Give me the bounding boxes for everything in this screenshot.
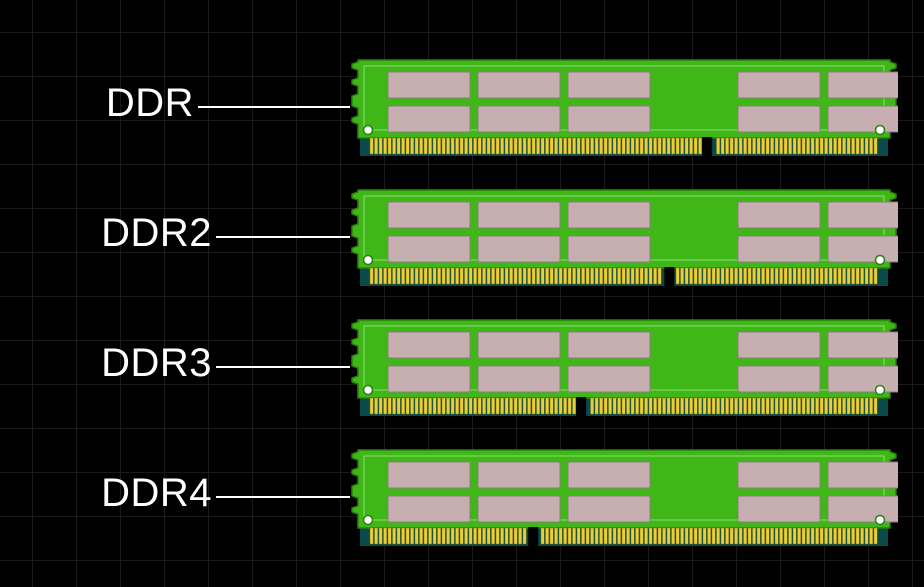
leader-line bbox=[216, 366, 350, 368]
memory-row: DDR3 bbox=[0, 318, 924, 416]
ram-module bbox=[350, 188, 898, 290]
memory-row: DDR4 bbox=[0, 448, 924, 546]
leader-line bbox=[216, 236, 350, 238]
memory-row: DDR bbox=[0, 58, 924, 156]
ram-module bbox=[350, 318, 898, 420]
memory-type-label: DDR bbox=[68, 81, 198, 126]
memory-type-label: DDR2 bbox=[68, 211, 216, 256]
ram-module bbox=[350, 58, 898, 160]
memory-type-label: DDR4 bbox=[68, 471, 216, 516]
memory-type-label: DDR3 bbox=[68, 341, 216, 386]
memory-row: DDR2 bbox=[0, 188, 924, 286]
leader-line bbox=[216, 496, 350, 498]
ram-module bbox=[350, 448, 898, 550]
leader-line bbox=[198, 106, 350, 108]
